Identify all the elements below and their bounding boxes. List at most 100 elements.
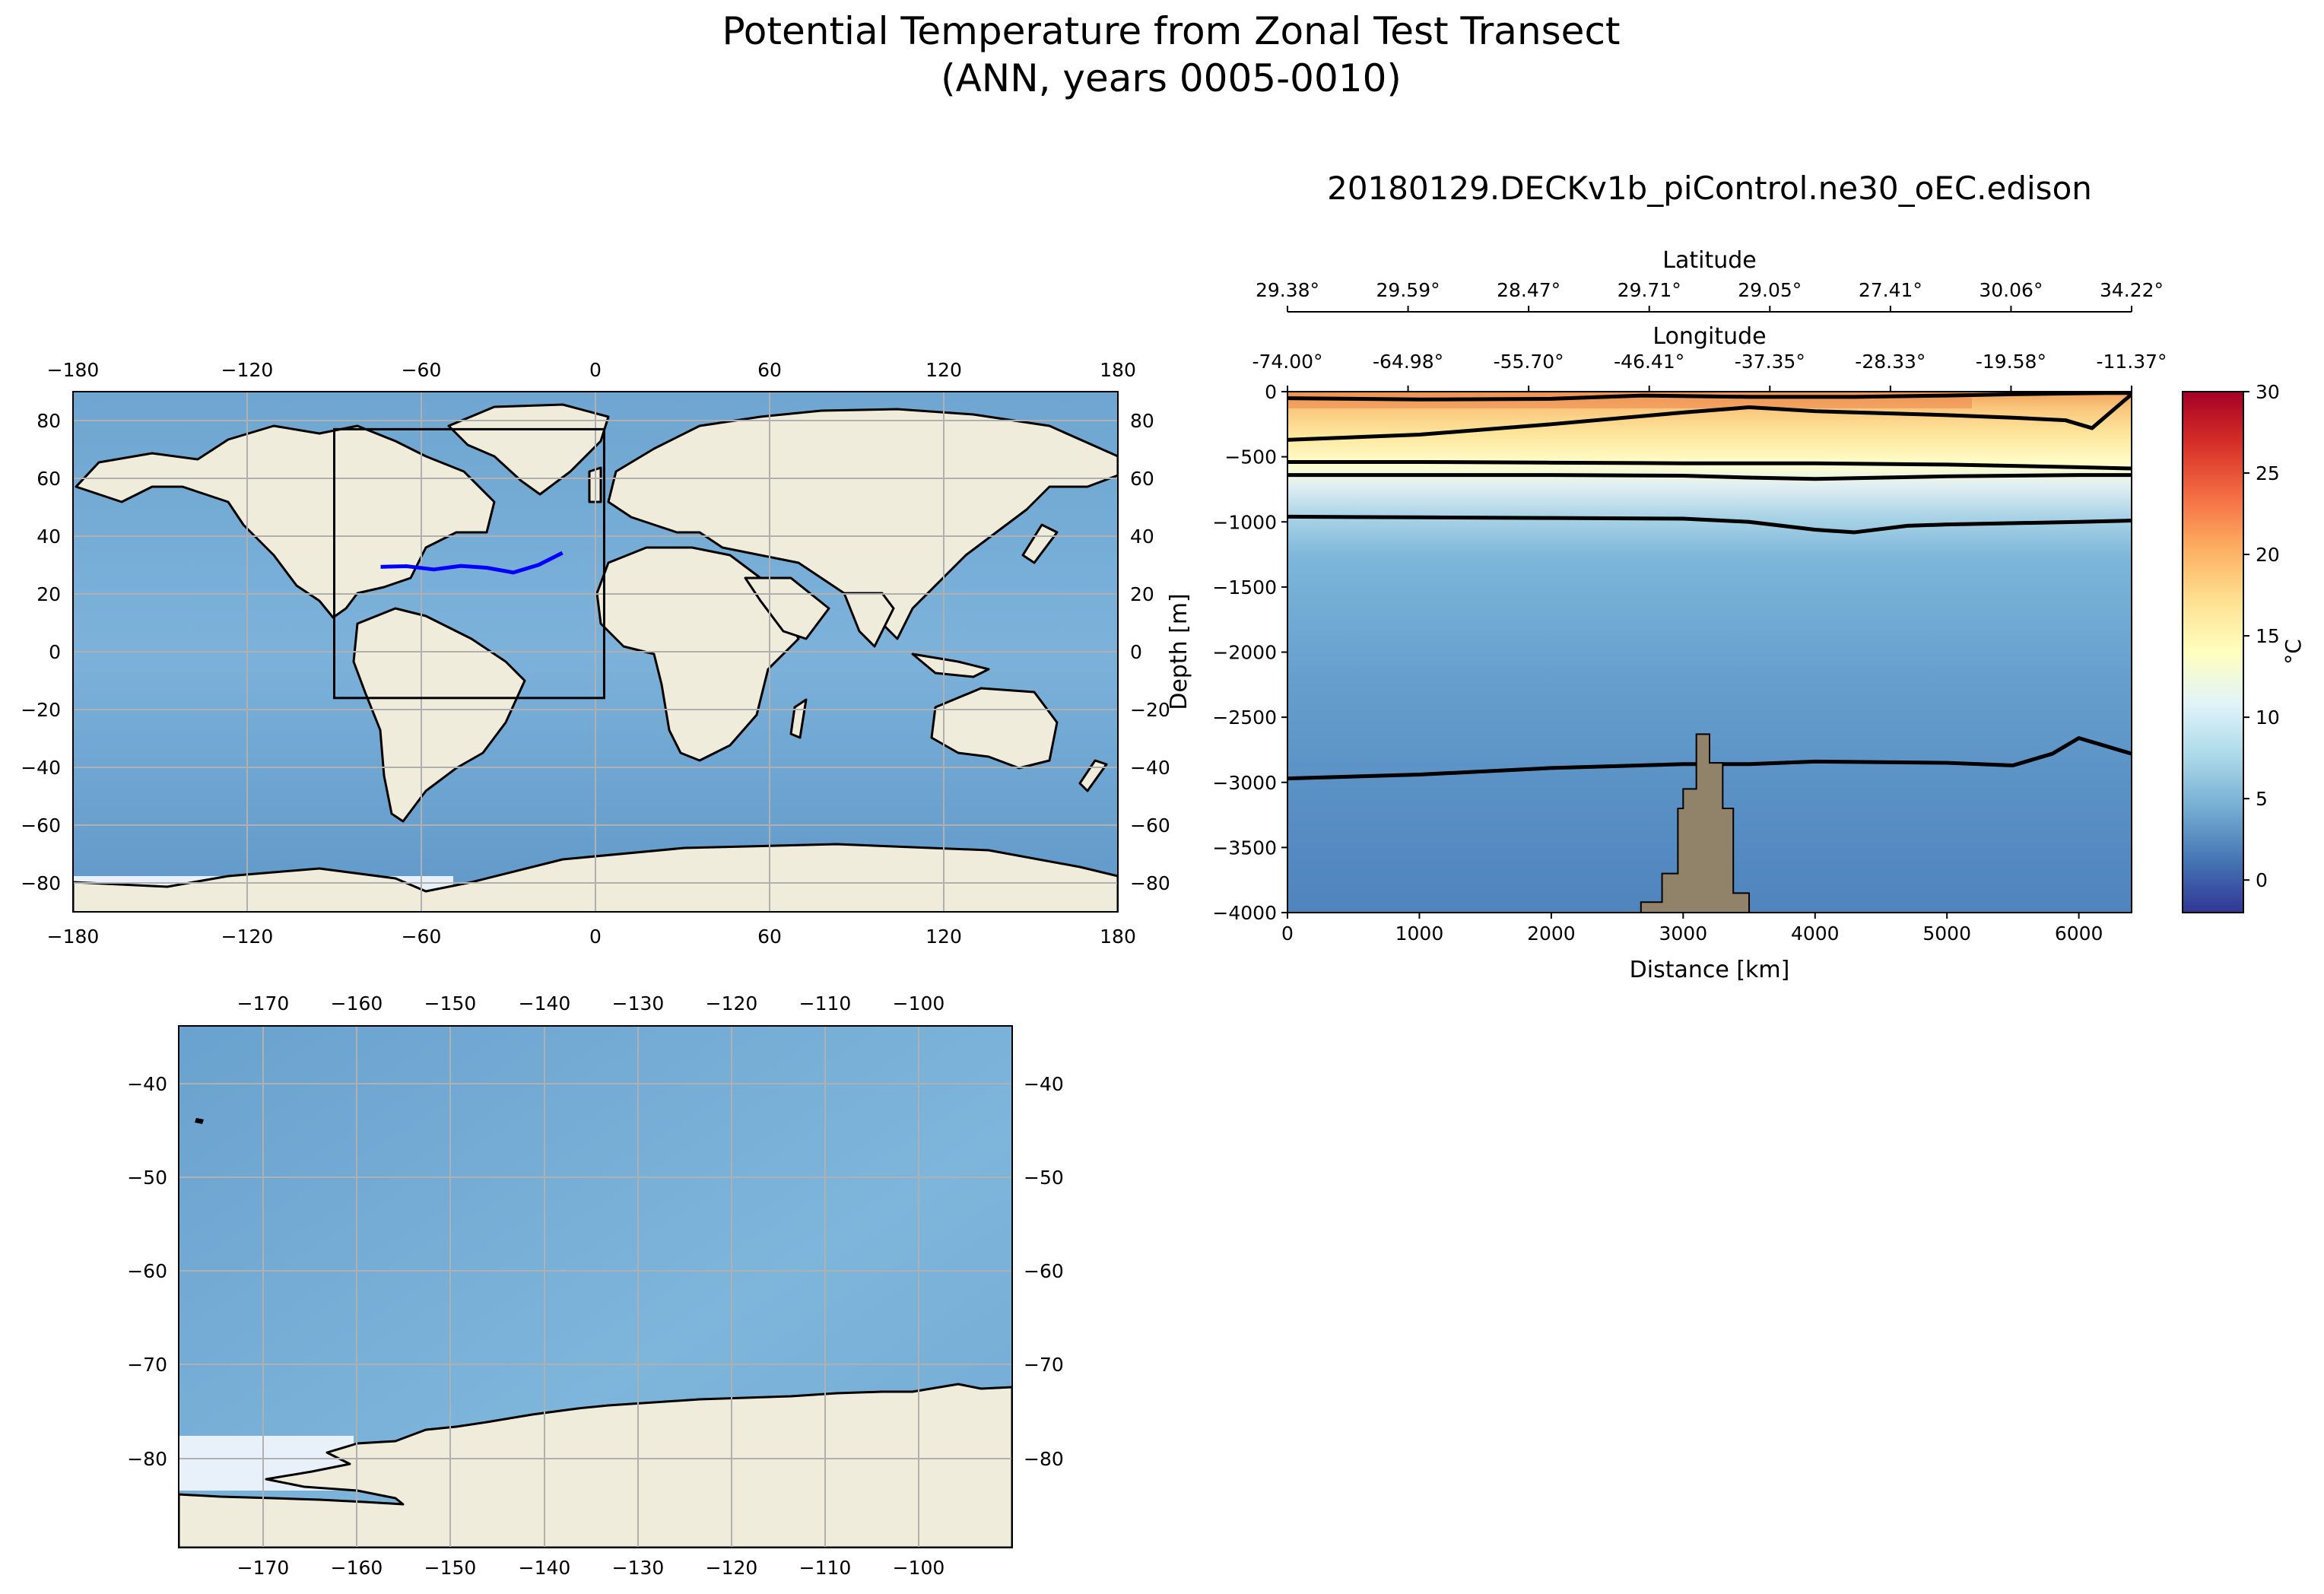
latitude-tick-label: 29.38° [1256,279,1319,301]
zoom-map-bottom-tick: −140 [519,1557,571,1579]
depth-tick-label: −1000 [1212,511,1277,533]
zoom-map-bottom-tick: −150 [424,1557,477,1579]
zoom-map-left-tick: −60 [127,1260,167,1282]
world-map-right-tick: 20 [1130,583,1154,605]
zoom-map-right-tick: −70 [1024,1354,1064,1376]
colorbar-tick-label: 20 [2256,544,2280,566]
world-map-land [73,403,1118,912]
world-map-left-tick: −60 [21,814,61,837]
zoom-map-frame [178,1025,1013,1548]
zoom-map-left-tick: −70 [127,1354,167,1376]
latitude-tick-label: 29.05° [1738,279,1802,301]
latitude-tick-label: 34.22° [2100,279,2164,301]
depth-tick-label: −2000 [1212,642,1277,664]
distance-tick-label: 4000 [1791,922,1840,945]
world-map-left-tick: 80 [37,410,61,432]
world-map-top-tick: 0 [589,359,602,381]
contour-line [1287,392,2132,442]
world-map-right-tick: −20 [1130,699,1170,721]
colorbar [2182,391,2244,913]
colorbar-ticks: 30 25 20 15 10 5 0 [2243,381,2280,891]
latitude-tick-label: 27.41° [1859,279,1922,301]
world-map-top-tick: −60 [402,359,442,381]
zoom-map-top-tick: −150 [424,992,477,1015]
zoom-map-left-tick: −50 [127,1167,167,1189]
world-map-right-tick: 80 [1130,410,1154,432]
world-map-bottom-tick: −180 [47,926,100,948]
latitude-tick-label: 29.59° [1376,279,1440,301]
distance-tick-label: 5000 [1922,922,1971,945]
contour-line [1287,392,2132,402]
zoom-map-bottom-tick: −160 [331,1557,383,1579]
zoom-map-left-tick: −80 [127,1448,167,1470]
greenland-landmass [447,403,610,496]
depth-tick-label: 0 [1265,381,1277,403]
depth-tick-label: −2500 [1212,707,1277,729]
zoom-map-bottom-tick: −170 [237,1557,290,1579]
longitude-tick-label: -55.70° [1494,351,1564,373]
transect-section: 20180129.DECKv1b_piControl.ne30_oEC.edis… [1166,170,2306,983]
world-map-left-tick: 0 [49,641,61,663]
zoom-map-bottom-tick: −110 [799,1557,852,1579]
zoom-island [195,1118,204,1124]
world-map-bottom-tick: 120 [925,926,962,948]
zoom-antarctica-landmass [179,1383,1012,1548]
world-map-bottom-tick: −120 [221,926,274,948]
world-map-right-ticks: 80 60 40 20 0 −20 −40 −60 −80 [1130,410,1170,894]
zoom-map-right-tick: −60 [1024,1260,1064,1282]
africa-landmass [595,546,800,762]
indonesia-landmass [911,653,990,678]
figure-subtitle: (ANN, years 0005-0010) [941,56,1402,100]
colorbar-tick-label: 15 [2256,625,2280,647]
world-map-top-tick: −180 [47,359,100,381]
seafloor-bathymetry [1640,733,1751,913]
zoom-map-left-ticks: −40 −50 −60 −70 −80 [127,1073,167,1470]
longitude-tick-label: -11.37° [2096,351,2167,373]
eurasia-landmass [607,408,1118,640]
latitude-axis-label: Latitude [1662,247,1756,274]
world-map-right-tick: 60 [1130,468,1154,490]
world-map-bottom-tick: 60 [757,926,782,948]
world-map-right-tick: −60 [1130,814,1170,837]
depth-axis-label: Depth [m] [1166,593,1192,710]
world-map-bottom-tick: −60 [402,926,442,948]
world-map-top-tick: −120 [221,359,274,381]
world-map: −180 −120 −60 0 60 120 180 −180 −120 −60… [21,359,1170,948]
zoom-map-top-tick: −160 [331,992,383,1015]
world-map-right-tick: −80 [1130,872,1170,894]
japan-landmass [1021,523,1059,564]
longitude-tick-label: -64.98° [1373,351,1443,373]
colorbar-tick-label: 0 [2256,869,2268,891]
zoom-map-top-tick: −110 [799,992,852,1015]
world-map-frame [72,391,1119,913]
distance-tick-label: 6000 [2055,922,2103,945]
distance-axis-label: Distance [km] [1630,957,1790,983]
world-map-left-ticks: 80 60 40 20 0 −20 −40 −60 −80 [21,410,61,894]
transect-line [380,551,564,575]
depth-tick-label: −3000 [1212,772,1277,794]
zoom-map: −170 −160 −150 −140 −130 −120 −110 −100 … [127,992,1064,1579]
world-map-right-tick: −40 [1130,757,1170,779]
zoom-map-bottom-ticks: −170 −160 −150 −140 −130 −120 −110 −100 [237,1557,945,1579]
zoom-map-gridlines [179,1026,1012,1548]
colorbar-tick-label: 30 [2256,381,2280,403]
figure-title: Potential Temperature from Zonal Test Tr… [722,9,1620,53]
longitude-tick-label: -46.41° [1614,351,1684,373]
distance-tick-label: 2000 [1527,922,1576,945]
colorbar-tick-label: 5 [2256,788,2268,810]
zoom-map-right-ticks: −40 −50 −60 −70 −80 [1024,1073,1064,1470]
depth-tick-label: −4000 [1212,902,1277,924]
world-map-top-ticks: −180 −120 −60 0 60 120 180 [47,359,1136,381]
distance-ticks: 0 1000 2000 3000 4000 5000 6000 [1281,913,2103,945]
world-map-bottom-tick: 180 [1100,926,1136,948]
world-map-left-tick: 40 [37,526,61,548]
zoom-map-top-tick: −170 [237,992,290,1015]
world-map-gridlines [73,392,1118,912]
depth-tick-label: −1500 [1212,576,1277,599]
colorbar-tick-label: 25 [2256,462,2280,484]
world-map-right-tick: 40 [1130,526,1154,548]
north-america-landmass [75,424,496,619]
depth-ticks: 0 −500 −1000 −1500 −2000 −2500 −3000 −3500 −4000 [1212,381,1287,924]
distance-tick-label: 1000 [1395,922,1444,945]
